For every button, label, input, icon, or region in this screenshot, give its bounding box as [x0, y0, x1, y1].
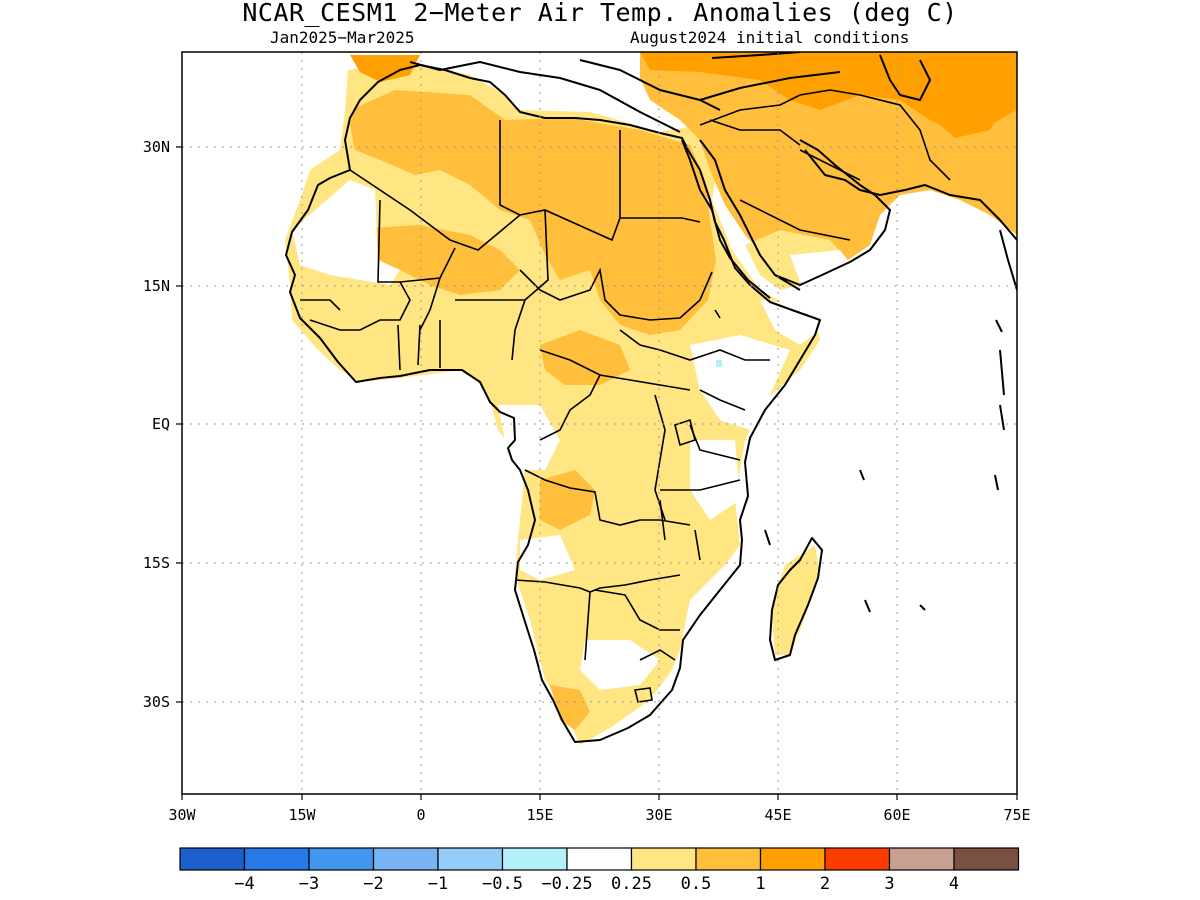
- y-tick-label: 30S: [143, 693, 170, 711]
- colorbar-swatch: [566, 847, 633, 871]
- colorbar-swatch: [501, 847, 568, 871]
- sahel-borders: [309, 267, 713, 331]
- map-title: NCAR_CESM1 2−Meter Air Temp. Anomalies (…: [242, 0, 958, 27]
- colorbar-swatch: [888, 847, 955, 871]
- x-tick-label: 30E: [645, 806, 672, 824]
- colorbar-swatch: [308, 847, 375, 871]
- colorbar-label: −4: [234, 874, 254, 894]
- y-tick-label: EQ: [152, 415, 170, 433]
- initial-conditions-subtitle: August2024 initial conditions: [630, 28, 910, 47]
- madagascar-coastline: [769, 537, 823, 661]
- y-tick-label: 30N: [143, 138, 170, 156]
- central-borders: [539, 329, 770, 521]
- colorbar-label: −1: [428, 874, 448, 894]
- colorbar-label: 3: [884, 874, 894, 894]
- x-tick-label: 60E: [883, 806, 910, 824]
- colorbar-label: −0.25: [541, 874, 592, 894]
- arabian-peninsula-coast: [774, 139, 891, 286]
- colorbar-label: 0.25: [611, 874, 652, 894]
- coastlines: [285, 52, 1017, 743]
- indian-ocean-islands: [764, 469, 999, 613]
- colorbar-swatch: [695, 847, 762, 871]
- neutral-region-yemen: [790, 250, 855, 285]
- colorbar-swatch: [759, 847, 826, 871]
- west-africa-borders: [300, 299, 441, 371]
- colorbar-swatch: [179, 847, 246, 871]
- anomaly-region-south-africa: [550, 685, 590, 730]
- india-west-coast: [999, 229, 1017, 291]
- y-tick-label: 15N: [143, 277, 170, 295]
- red-sea-coast: [681, 139, 801, 299]
- turkey-coast: [699, 52, 841, 101]
- southern-borders: [514, 469, 691, 661]
- neutral-region-mozambique: [690, 440, 740, 520]
- colorbar-label: 4: [949, 874, 959, 894]
- neutral-region-horn: [760, 300, 820, 345]
- anomaly-region-morocco: [350, 55, 420, 82]
- anomaly-shading: [285, 52, 1017, 745]
- country-borders: [300, 89, 951, 703]
- middle-east-borders: [699, 89, 951, 241]
- colorbar-label: −3: [299, 874, 319, 894]
- colorbar-label: 1: [755, 874, 765, 894]
- x-tick-label: 15E: [526, 806, 553, 824]
- x-tick-label: 30W: [168, 806, 196, 824]
- colorbar: −4 −3 −2 −1 −0.5 −0.25 0.25 0.5 1 2 3 4: [179, 847, 1020, 894]
- colorbar-swatch: [437, 847, 504, 871]
- graticule: [182, 52, 1017, 794]
- colorbar-label: −0.5: [482, 874, 523, 894]
- anomaly-region-iran: [930, 80, 1010, 138]
- axis-ticks: [176, 146, 1018, 800]
- colorbar-label: −2: [363, 874, 383, 894]
- persian-gulf-coast: [804, 149, 1017, 241]
- y-axis-labels: 30N 15N EQ 15S 30S: [143, 138, 170, 711]
- neutral-region-botswana: [580, 640, 660, 690]
- colorbar-swatch: [630, 847, 697, 871]
- anomaly-region-madagascar: [772, 545, 820, 655]
- colorbar-label: 0.5: [681, 874, 712, 894]
- map-frame: [181, 51, 1018, 795]
- anomaly-region-negative-spot: [716, 360, 722, 367]
- colorbar-swatch: [243, 847, 310, 871]
- period-subtitle: Jan2025−Mar2025: [270, 28, 415, 47]
- anomaly-region-eurasia: [640, 52, 1017, 135]
- anomaly-region-angola: [540, 470, 595, 530]
- colorbar-swatch: [953, 847, 1020, 871]
- mediterranean-coast: [409, 59, 721, 133]
- caspian-coast: [879, 54, 931, 101]
- sri-lanka-islands: [995, 319, 1005, 431]
- neutral-region-zambia: [520, 535, 575, 580]
- colorbar-swatch: [372, 847, 439, 871]
- x-tick-label: 15W: [288, 806, 316, 824]
- neutral-region-east-africa: [690, 335, 790, 430]
- neutral-region-west-sahara: [292, 180, 400, 285]
- anomaly-region-central-africa: [540, 330, 630, 385]
- x-tick-label: 0: [416, 806, 425, 824]
- anomaly-region-sahel: [370, 225, 520, 295]
- colorbar-swatch: [824, 847, 891, 871]
- colorbar-label: 2: [820, 874, 830, 894]
- x-tick-label: 45E: [764, 806, 791, 824]
- africa-coastline: [285, 64, 821, 743]
- sahara-borders: [349, 120, 701, 361]
- y-tick-label: 15S: [143, 554, 170, 572]
- x-axis-labels: 30W 15W 0 15E 30E 45E 60E 75E: [168, 806, 1030, 824]
- lakes: [634, 309, 721, 703]
- x-tick-label: 75E: [1003, 806, 1030, 824]
